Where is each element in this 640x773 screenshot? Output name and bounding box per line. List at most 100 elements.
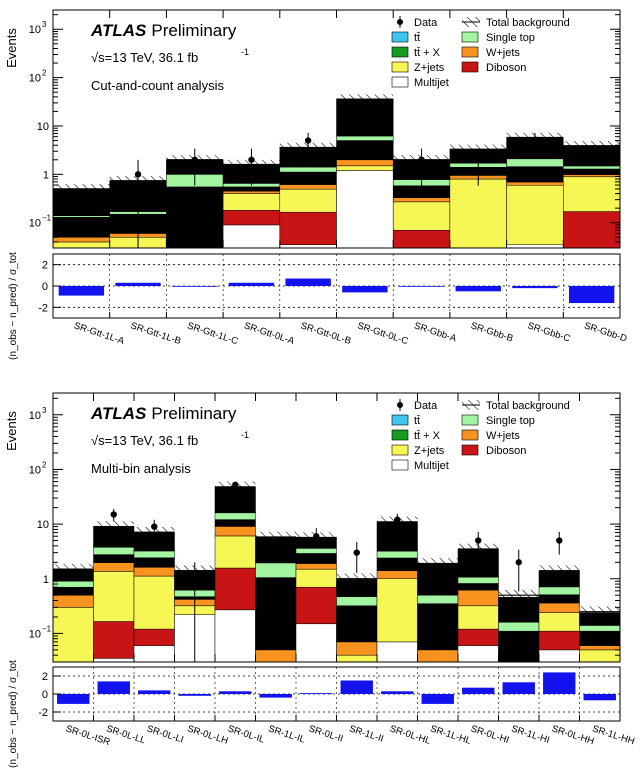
- legend-label-single_top: Single top: [486, 415, 535, 427]
- data-point-sr-gtt-1l-c: [191, 156, 198, 163]
- legend-swatch-single_top: [461, 414, 479, 426]
- x-category-label: SR-1L-IL: [267, 723, 307, 745]
- bar-wjets-sr-0l-hl: [376, 570, 418, 580]
- data-point-sr-0l-hl: [394, 516, 401, 523]
- bar-wjets-sr-0l-hh: [538, 602, 580, 613]
- bar-multijet-sr-0l-ll: [93, 658, 135, 663]
- bar-single_top-sr-0l-li: [133, 550, 175, 559]
- bar-zjets-sr-0l-hh: [538, 612, 580, 632]
- data-point-sr-gtt-0l-b: [304, 137, 312, 144]
- x-category-label: SR-0L-LI: [145, 723, 185, 745]
- x-category-label: SR-1L-HL: [429, 723, 473, 747]
- x-category-label: SR-Gbb-A: [413, 320, 459, 344]
- atlas-status: Preliminary: [151, 404, 237, 423]
- bar-ttx-sr-gtt-1l-c: [166, 186, 224, 249]
- bar-single_top-sr-1l-ii: [336, 596, 378, 607]
- bar-single_top-sr-0l-ii: [295, 548, 337, 554]
- x-category-label: SR-Gbb-D: [583, 320, 629, 344]
- bar-multijet-sr-gtt-0l-a: [222, 224, 281, 249]
- bar-multijet-sr-0l-hi: [457, 645, 499, 663]
- y-axis-label: Events: [4, 28, 19, 68]
- data-point-sr-0l-lh: [191, 575, 198, 582]
- data-point-sr-gtt-0l-c: [361, 101, 369, 108]
- bar-ttx-sr-gbb-a: [392, 185, 451, 198]
- y-tick-label: 10: [29, 24, 41, 36]
- y-tick-label: 10: [29, 410, 41, 422]
- pull-panel-1: -202(n_obs − n_pred) / σ_tot SR-Gtt-1L-A S…: [8, 252, 628, 360]
- pull-bar-sr-0l-hh: [543, 672, 576, 694]
- bar-single_top-sr-gtt-0l-b: [279, 166, 337, 173]
- energy-lumi-label: √s=13 TeV, 36.1 fb: [91, 433, 198, 448]
- bar-ttx-sr-0l-hi: [457, 583, 499, 591]
- legend-label-zjets: Z+jets: [414, 62, 445, 74]
- y-tick-label-exponent: 2: [42, 69, 47, 78]
- x-category-label: SR-1L-II: [348, 723, 385, 744]
- bar-ttx-sr-0l-hh: [538, 594, 580, 604]
- pull-y-tick-label: 2: [42, 260, 48, 272]
- bar-ttx-sr-gbb-d: [563, 168, 621, 175]
- y-tick-label: 1: [43, 169, 49, 181]
- y-tick-label-exponent: 3: [42, 20, 47, 29]
- pull-bar-sr-0l-hi: [462, 687, 495, 694]
- legend-swatch-diboson: [461, 61, 479, 73]
- pull-bar-sr-gtt-1l-c: [172, 286, 218, 287]
- bar-zjets-sr-gbb-c: [506, 185, 564, 246]
- bar-ttx-sr-gbb-c: [506, 166, 564, 183]
- bar-diboson-sr-gtt-0l-b: [279, 211, 337, 246]
- legend-swatch-wjets: [461, 429, 479, 441]
- legend-label-zjets: Z+jets: [414, 445, 445, 457]
- legend-label-single_top: Single top: [486, 32, 535, 44]
- legend-label-ttbar: tt̄: [414, 415, 420, 427]
- pull-bar-sr-1l-hl: [421, 694, 454, 704]
- bar-zjets-sr-gtt-0l-a: [222, 193, 281, 211]
- bar-multijet-sr-0l-hh: [538, 649, 580, 663]
- energy-lumi-label: √s=13 TeV, 36.1 fb: [91, 50, 198, 65]
- bar-wjets-sr-1l-ii: [336, 641, 378, 656]
- pull-bar-sr-gbb-c: [512, 286, 558, 289]
- x-category-label: SR-0L-LH: [186, 723, 230, 747]
- bar-multijet-sr-0l-hl: [376, 641, 418, 663]
- y-tick-label-exponent: 3: [42, 406, 47, 415]
- pull-bar-sr-1l-hi: [502, 682, 535, 694]
- pull-bar-sr-0l-isr: [57, 694, 90, 704]
- y-tick-label: 10: [29, 464, 41, 476]
- y-tick-label: 10: [37, 519, 49, 531]
- pull-bar-sr-1l-ii: [340, 680, 373, 694]
- pull-bar-sr-gtt-0l-c: [342, 286, 388, 293]
- bar-wjets-sr-gtt-0l-b: [279, 184, 337, 190]
- x-category-label: SR-Gtt-1L-C: [186, 320, 240, 347]
- bar-wjets-sr-gbb-a: [392, 197, 451, 203]
- bar-diboson-sr-0l-ll: [93, 621, 135, 659]
- pull-bar-sr-0l-il: [219, 691, 252, 694]
- x-category-label: SR-Gtt-0L-A: [243, 320, 297, 347]
- bar-ttx-sr-0l-isr: [52, 586, 94, 596]
- bar-single_top-sr-0l-hi: [457, 576, 499, 584]
- bar-diboson-sr-0l-ii: [295, 586, 337, 625]
- x-category-label: SR-1L-HH: [591, 723, 636, 747]
- pull-bar-sr-gtt-0l-a: [228, 282, 275, 286]
- bar-wjets-sr-0l-il: [214, 526, 256, 537]
- legend-label-data: Data: [414, 17, 438, 29]
- x-category-label: SR-Gtt-0L-B: [299, 320, 352, 347]
- bar-ttx-sr-0l-ll: [93, 554, 135, 563]
- legend-swatch-wjets: [461, 46, 479, 58]
- bar-zjets-sr-0l-il: [214, 535, 256, 569]
- x-category-label: SR-0L-IL: [226, 723, 266, 745]
- bar-ttx-sr-1l-il: [255, 577, 297, 651]
- bar-wjets-sr-gtt-1l-a: [52, 237, 110, 243]
- legend-label-multijet: Multijet: [414, 460, 449, 472]
- data-point-sr-gbb-a: [418, 156, 425, 163]
- data-point-sr-gtt-1l-b: [134, 171, 142, 178]
- bar-ttbar-sr-1l-hi: [498, 596, 540, 623]
- bar-wjets-sr-gbb-d: [563, 174, 621, 178]
- data-point-sr-1l-ii: [353, 549, 360, 556]
- bar-diboson-sr-gbb-a: [392, 229, 451, 249]
- legend-label-diboson: Diboson: [486, 62, 526, 74]
- y-tick-label-exponent: 2: [42, 460, 47, 469]
- legend-swatch-single_top: [461, 31, 479, 43]
- legend-label-total: Total background: [486, 400, 570, 412]
- data-point-sr-1l-hi: [515, 559, 522, 566]
- legend-label-wjets: W+jets: [486, 430, 520, 442]
